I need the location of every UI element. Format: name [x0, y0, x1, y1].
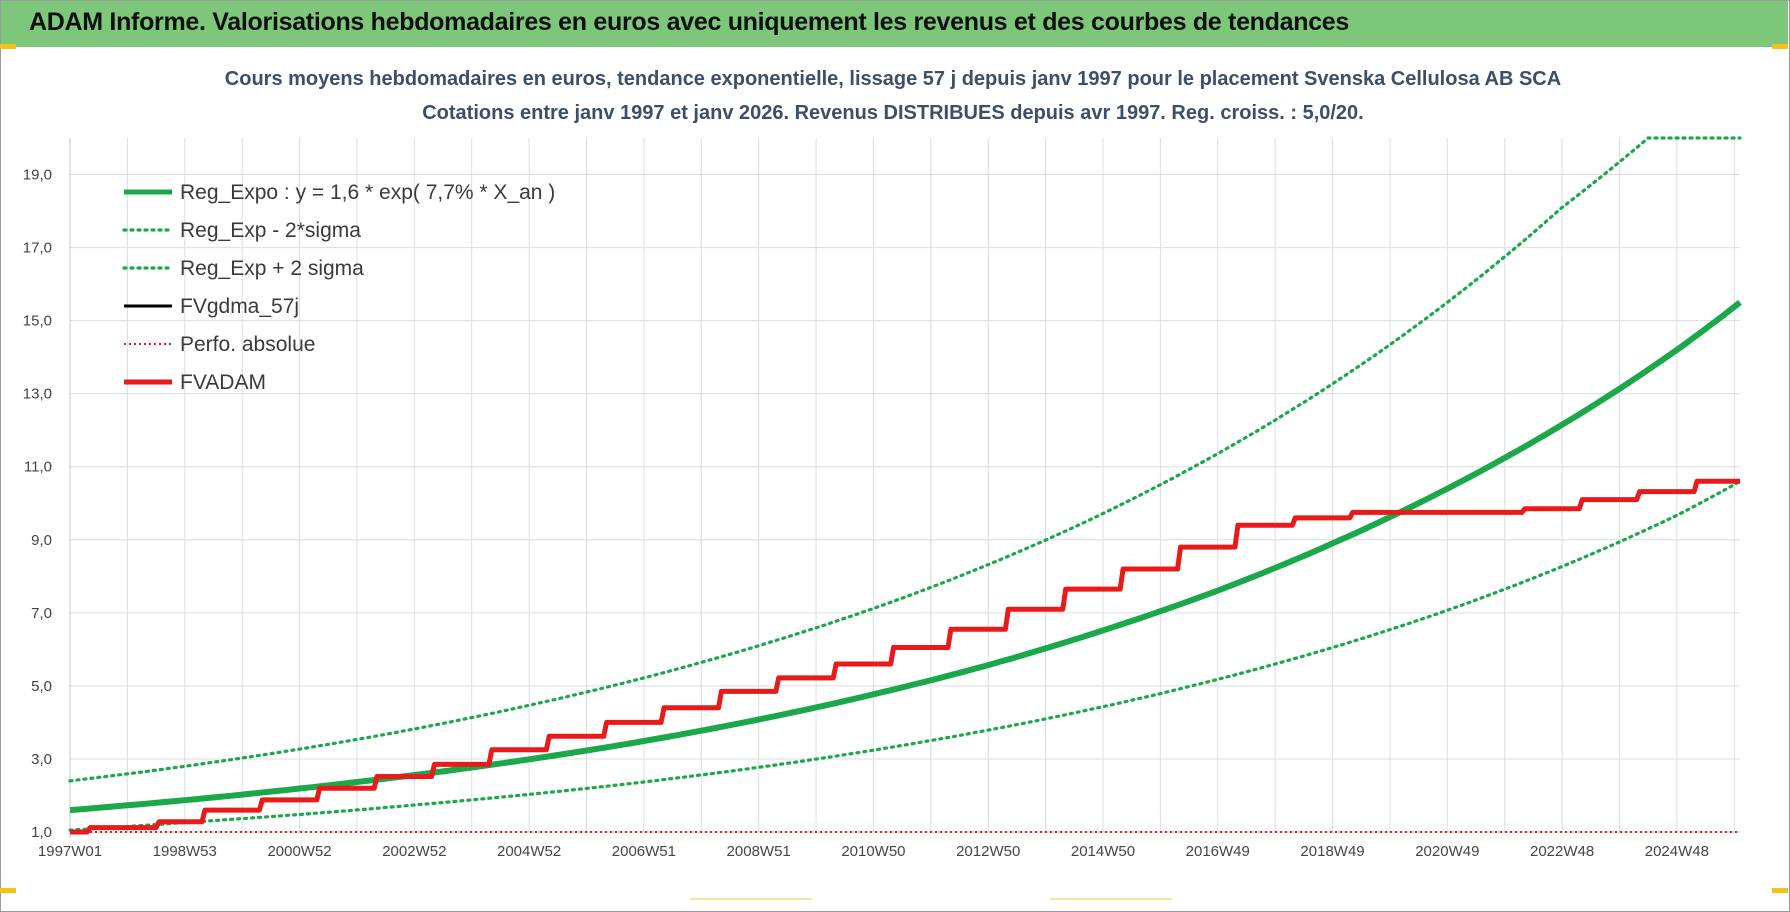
x-tick-label: 2008W51 — [727, 843, 791, 860]
legend: Reg_Expo : y = 1,6 * exp( 7,7% * X_an ) R… — [122, 181, 555, 394]
x-tick-label: 2000W52 — [267, 843, 331, 860]
report-banner: ADAM Informe. Valorisations hebdomadaire… — [1, 1, 1788, 47]
series-line-fvadam — [70, 478, 1740, 835]
series-line-reg-exp-2-sigma — [68, 479, 1742, 832]
x-tick-label: 1997W01 — [38, 843, 102, 860]
chart-subtitle: Cotations entre janv 1997 et janv 2026. … — [422, 102, 1364, 124]
x-tick-label: 2002W52 — [382, 843, 446, 860]
y-tick-label: 17,0 — [23, 240, 52, 257]
series-line-reg-exp-2-sigma — [68, 136, 1742, 783]
series-layer — [68, 136, 1742, 835]
corner-marker-left — [0, 44, 16, 49]
x-tick-label: 2006W51 — [612, 843, 676, 860]
y-tick-label: 15,0 — [23, 313, 52, 330]
y-tick-label: 9,0 — [31, 532, 52, 549]
corner-marker-right — [1772, 44, 1788, 49]
x-tick-label: 2012W50 — [956, 843, 1020, 860]
legend-label: Reg_Exp - 2*sigma — [180, 219, 361, 242]
y-tick-label: 13,0 — [23, 386, 52, 403]
chart-area: Cours moyens hebdomadaires en euros, ten… — [0, 48, 1790, 912]
x-tick-label: 2010W50 — [841, 843, 905, 860]
x-tick-label: 2022W48 — [1530, 843, 1594, 860]
x-tick-label: 1998W53 — [153, 843, 217, 860]
y-tick-label: 5,0 — [31, 678, 52, 695]
legend-label: FVgdma_57j — [180, 295, 299, 318]
y-tick-label: 19,0 — [23, 167, 52, 184]
series-line-reg-expo-y-1-6-exp-7-7-x-an — [69, 300, 1742, 814]
x-tick-label: 2020W49 — [1415, 843, 1479, 860]
y-axis-ticks: 1,0 3,0 5,0 7,0 9,0 11,0 13,0 15,0 17,0 19,0 — [23, 167, 52, 841]
chart-title: Cours moyens hebdomadaires en euros, ten… — [225, 68, 1561, 90]
corner-marker-bottom-right — [1772, 888, 1788, 893]
x-tick-label: 2004W52 — [497, 843, 561, 860]
y-tick-label: 11,0 — [24, 459, 52, 476]
grid — [69, 138, 1740, 838]
legend-label: Reg_Exp + 2 sigma — [180, 257, 364, 280]
x-tick-label: 2016W49 — [1186, 843, 1250, 860]
x-axis-ticks: 1997W01 1998W53 2000W52 2002W52 2004W52 2006W… — [38, 843, 1709, 860]
legend-label: FVADAM — [180, 371, 266, 394]
x-tick-label: 2018W49 — [1300, 843, 1364, 860]
report-title: ADAM Informe. Valorisations hebdomadaire… — [29, 8, 1350, 36]
corner-marker-bottom-left — [0, 888, 16, 893]
x-tick-label: 2014W50 — [1071, 843, 1135, 860]
bottom-mark — [1050, 898, 1172, 900]
y-tick-label: 3,0 — [31, 751, 52, 768]
legend-label: Reg_Expo : y = 1,6 * exp( 7,7% * X_an ) — [180, 181, 555, 204]
legend-label: Perfo. absolue — [180, 333, 315, 356]
chart-svg: Cours moyens hebdomadaires en euros, ten… — [23, 68, 1742, 860]
y-tick-label: 1,0 — [31, 824, 52, 841]
series-line-fvgdma-57j — [70, 479, 1740, 834]
x-tick-label: 2024W48 — [1645, 843, 1709, 860]
bottom-mark — [690, 898, 812, 900]
y-tick-label: 7,0 — [31, 605, 52, 622]
